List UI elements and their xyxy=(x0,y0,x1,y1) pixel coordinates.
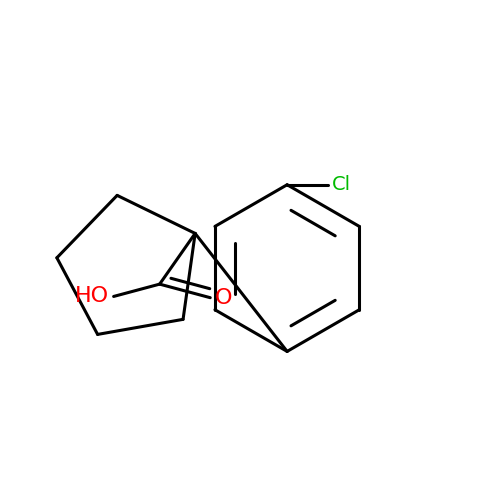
Text: HO: HO xyxy=(75,286,109,307)
Text: Cl: Cl xyxy=(331,175,351,194)
Text: O: O xyxy=(215,288,232,308)
